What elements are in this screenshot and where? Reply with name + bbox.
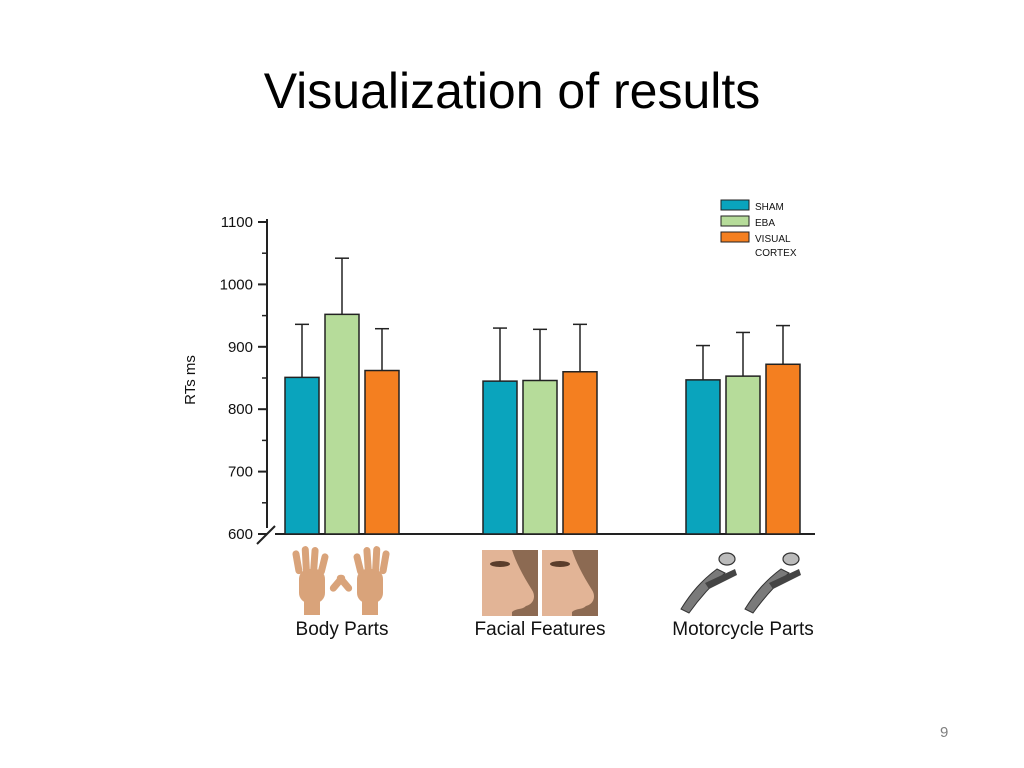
bar — [765, 363, 801, 535]
bar — [522, 379, 558, 535]
bar — [685, 379, 721, 535]
category-icons — [292, 546, 801, 616]
nose-profile-icon — [482, 550, 598, 616]
bar — [562, 371, 598, 535]
bar — [324, 313, 360, 535]
category-labels: Body Parts Facial Features Motorcycle Part… — [296, 619, 814, 640]
y-tick-label: 700 — [228, 464, 253, 481]
bar — [284, 376, 320, 535]
legend-label: SHAM — [755, 202, 784, 213]
motorcycle-lever-icon — [680, 552, 801, 614]
bar — [725, 375, 761, 535]
bar-chart: RTs ms 600 700 800 900 1000 1100 Body Parts Fa… — [175, 195, 825, 645]
page-number: 9 — [940, 724, 949, 741]
category-label: Motorcycle Parts — [672, 619, 813, 640]
category-label: Facial Features — [475, 619, 606, 640]
legend-label: VISUAL — [755, 234, 791, 245]
y-tick-label: 1000 — [220, 276, 253, 293]
y-axis-label: RTs ms — [182, 355, 199, 405]
y-tick-label: 900 — [228, 339, 253, 356]
category-label: Body Parts — [296, 619, 389, 640]
legend-swatch — [720, 215, 750, 227]
legend: SHAM EBA VISUAL CORTEX — [720, 199, 797, 259]
legend-label: EBA — [755, 218, 775, 229]
y-tick-label: 1100 — [221, 214, 253, 231]
bar — [364, 369, 400, 535]
bars — [284, 257, 801, 535]
legend-swatch — [720, 231, 750, 243]
legend-label: CORTEX — [755, 248, 797, 259]
bar — [482, 380, 518, 535]
slide-title: Visualization of results — [263, 63, 761, 119]
legend-swatch — [720, 199, 750, 211]
y-tick-label: 600 — [228, 526, 253, 543]
y-tick-label: 800 — [228, 401, 253, 418]
hands-icon — [292, 546, 390, 615]
